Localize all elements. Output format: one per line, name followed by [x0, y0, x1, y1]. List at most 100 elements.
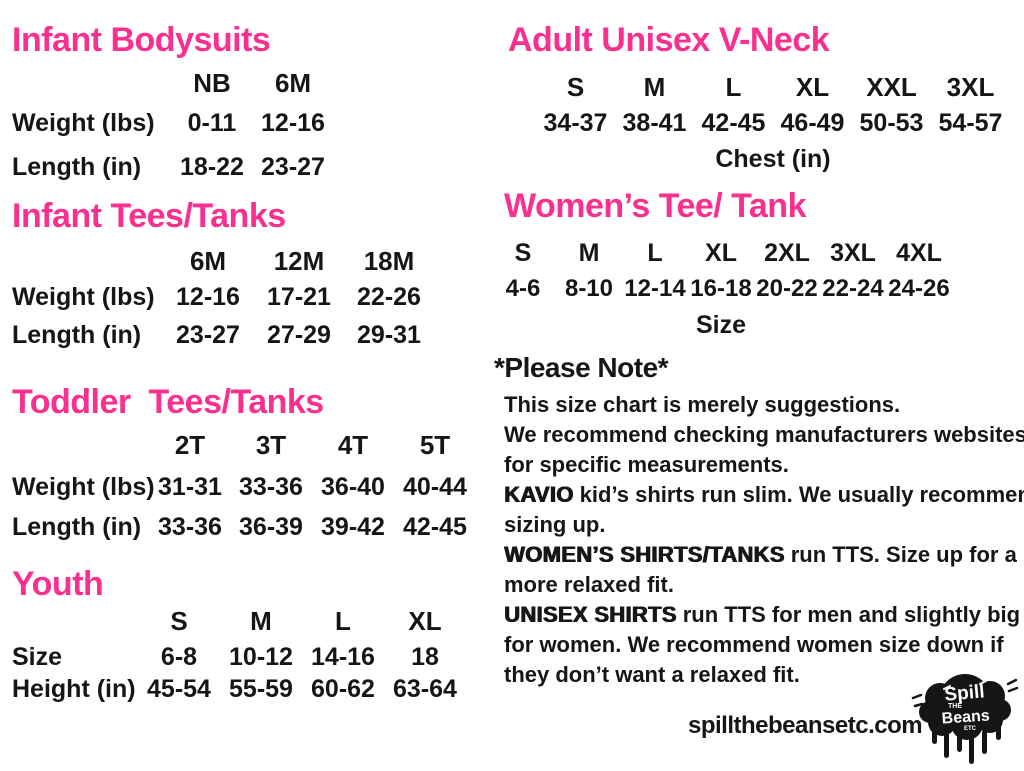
cell: 16-18	[690, 275, 752, 302]
cell: 23-27	[261, 153, 325, 181]
section-title-toddler-tees: Toddler Tees/Tanks	[12, 383, 324, 421]
col-header: 2T	[174, 430, 206, 460]
cell: 12-14	[624, 275, 686, 302]
cell: 6-8	[160, 643, 198, 671]
cell: 54-57	[938, 109, 1003, 137]
row-label: Length (in)	[12, 153, 142, 181]
cell: 29-31	[357, 321, 421, 349]
row-label: Height (in)	[12, 675, 136, 703]
col-header: XL	[795, 72, 830, 102]
cell: 46-49	[780, 109, 845, 137]
cell: 55-59	[229, 675, 293, 703]
col-header: 4XL	[896, 239, 942, 267]
cell: 24-26	[888, 275, 950, 302]
cell: 0-11	[187, 109, 237, 137]
col-header: XXL	[866, 72, 917, 102]
note-text: run TTS for men and slightly big	[676, 602, 1021, 627]
row-label: Weight (lbs)	[12, 283, 155, 311]
cell: 22-26	[357, 283, 421, 311]
note-text: for women. We recommend women size down …	[504, 632, 1004, 657]
note-line: WOMEN’S SHIRTS/TANKS run TTS. Size up fo…	[504, 540, 1024, 570]
column-header-row: S M L XL XXL 3XL	[536, 72, 1010, 102]
table-row: Size 6-8 10-12 14-16 18	[12, 642, 466, 672]
cell: 20-22	[756, 275, 818, 302]
col-header: 3XL	[946, 72, 995, 102]
cell: 22-24	[822, 275, 884, 302]
cell: 38-41	[622, 109, 687, 137]
row-label: Length (in)	[12, 513, 142, 541]
note-text: sizing up.	[504, 512, 606, 537]
cell: 45-54	[147, 675, 211, 703]
cell: 42-45	[403, 513, 467, 541]
note-text: for specific measurements.	[504, 452, 789, 477]
section-title-adult-vneck: Adult Unisex V-Neck	[508, 21, 830, 59]
cell: 8-10	[564, 275, 614, 302]
column-header-row: S M L XL	[12, 606, 466, 636]
note-line: for specific measurements.	[504, 450, 1024, 480]
section-title-infant-tees: Infant Tees/Tanks	[12, 197, 286, 235]
col-header: XL	[408, 606, 442, 636]
section-adult-vneck: Adult Unisex V-Neck S M L XL XXL 3XL 34-…	[490, 20, 1010, 172]
note-line: for women. We recommend women size down …	[504, 630, 1024, 660]
note-line: sizing up.	[504, 510, 1024, 540]
cell: 36-40	[321, 473, 385, 501]
table-row: Weight (lbs) 31-31 33-36 36-40 40-44	[12, 472, 476, 502]
col-header: 6M	[189, 246, 227, 276]
section-title-infant-bodysuits: Infant Bodysuits	[12, 21, 271, 59]
table-row: Weight (lbs) 12-16 17-21 22-26	[12, 282, 434, 312]
col-header: S	[514, 239, 532, 267]
note-line: This size chart is merely suggestions.	[504, 390, 1024, 420]
table-row: 34-37 38-41 42-45 46-49 50-53 54-57	[536, 108, 1010, 138]
note-text: they don’t want a relaxed fit.	[504, 662, 800, 687]
cell: 4-6	[505, 275, 541, 302]
note-emphasis-unisex: UNISEX SHIRTS	[504, 602, 677, 627]
cell: 10-12	[229, 643, 293, 671]
note-emphasis-womens: WOMEN’S SHIRTS/TANKS	[504, 542, 785, 567]
cell: 18-22	[180, 153, 244, 181]
col-header: XL	[705, 239, 737, 267]
cell: 36-39	[239, 513, 303, 541]
section-toddler-tees: Toddler Tees/Tanks 2T 3T 4T 5T Weight (l…	[12, 382, 476, 542]
column-header-row: 2T 3T 4T 5T	[12, 430, 476, 460]
cell: 42-45	[701, 109, 766, 137]
table-row: 4-6 8-10 12-14 16-18 20-22 22-24 24-26	[490, 274, 952, 304]
col-header: 18M	[363, 246, 415, 276]
col-header: M	[578, 239, 600, 267]
col-header: 3T	[255, 430, 287, 460]
note-line: UNISEX SHIRTS run TTS for men and slight…	[504, 600, 1024, 630]
section-youth: Youth S M L XL Size 6-8 10-12 14-16 18 H…	[12, 564, 466, 704]
note-line: We recommend checking manufacturers webs…	[504, 420, 1024, 450]
note-text: We recommend checking manufacturers webs…	[504, 422, 1024, 447]
cell: 60-62	[311, 675, 375, 703]
col-header: 4T	[337, 430, 369, 460]
note-line: more relaxed fit.	[504, 570, 1024, 600]
axis-label-size: Size	[695, 311, 747, 339]
logo-word-etc: ETC	[964, 726, 977, 732]
section-infant-bodysuits: Infant Bodysuits NB 6M Weight (lbs) 0-11…	[12, 20, 336, 182]
col-header: S	[170, 606, 188, 636]
spill-the-beans-logo: Spill THE Beans ETC	[910, 662, 1020, 766]
cell: 50-53	[859, 109, 924, 137]
cell: 33-36	[239, 473, 303, 501]
note-text: This size chart is merely suggestions.	[504, 392, 901, 417]
section-infant-tees: Infant Tees/Tanks 6M 12M 18M Weight (lbs…	[12, 196, 434, 350]
cell: 17-21	[267, 283, 331, 311]
cell: 27-29	[267, 321, 331, 349]
table-row: Length (in) 18-22 23-27	[12, 152, 336, 182]
column-header-row: NB 6M	[12, 68, 336, 98]
section-title-womens-tee: Women’s Tee/ Tank	[504, 187, 806, 225]
col-header: NB	[193, 68, 231, 98]
col-header: 3XL	[830, 239, 876, 267]
cell: 40-44	[403, 473, 467, 501]
logo-word-spill: Spill	[944, 681, 986, 705]
note-text: kid’s shirts run slim. We usually recomm…	[573, 482, 1024, 507]
col-header: 2XL	[764, 239, 810, 267]
column-header-row: 6M 12M 18M	[12, 246, 434, 276]
cell: 39-42	[321, 513, 385, 541]
cell: 63-64	[393, 675, 457, 703]
cell: 18	[411, 643, 439, 671]
cell: 14-16	[311, 643, 375, 671]
note-text: more relaxed fit.	[504, 572, 674, 597]
col-header: L	[725, 72, 742, 102]
col-header: 6M	[274, 68, 312, 98]
